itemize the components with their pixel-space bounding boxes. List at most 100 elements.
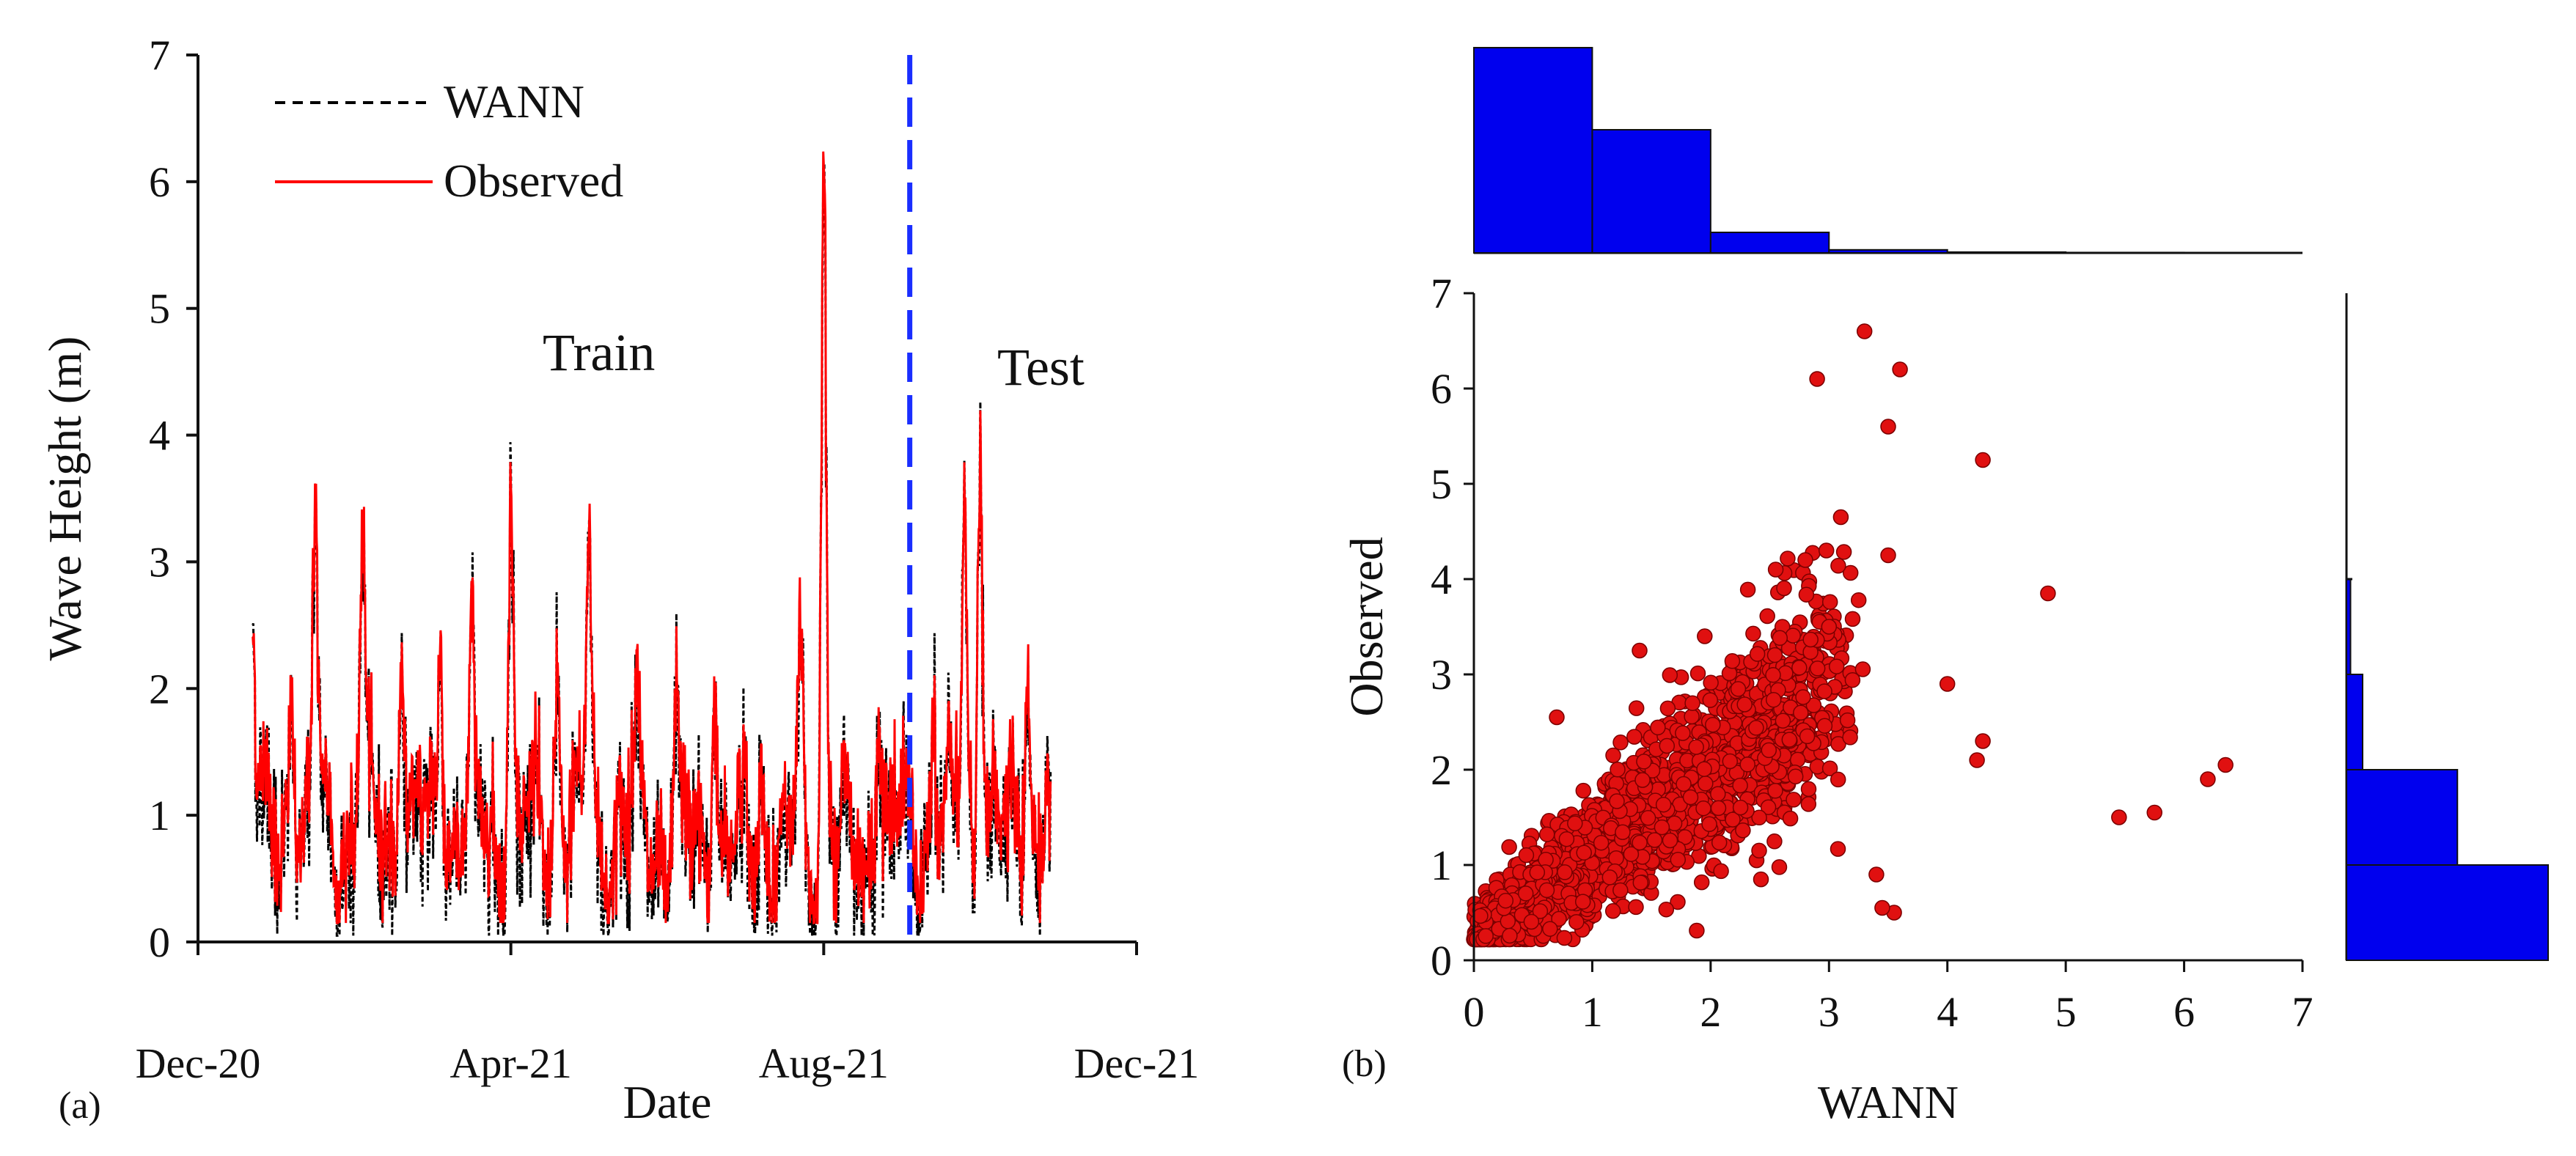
- scatter-point: [1809, 371, 1825, 387]
- scatter-point: [1500, 913, 1516, 929]
- scatter-point: [1765, 691, 1782, 708]
- scatter-point: [1623, 846, 1640, 862]
- scatter-point: [1628, 700, 1645, 716]
- legend-wann-label: WANN: [444, 76, 584, 128]
- scatter-point: [1780, 551, 1796, 567]
- scatter-point: [1593, 834, 1610, 851]
- x-tick-label: Dec-21: [1074, 1039, 1200, 1087]
- x-axis-ticks: Dec-20 Apr-21 Aug-21 Dec-21: [136, 942, 1200, 1087]
- scatter-point: [1839, 712, 1856, 729]
- scatter-x-tick-label: 3: [1819, 988, 1840, 1036]
- scatter-point: [1575, 782, 1592, 799]
- scatter-point: [1800, 796, 1817, 812]
- scatter-point: [1793, 704, 1809, 721]
- legend-observed-label: Observed: [444, 155, 623, 207]
- scatter-point: [1523, 913, 1540, 930]
- scatter-point: [1659, 737, 1676, 754]
- scatter-point: [1684, 708, 1700, 725]
- scatter-point: [1821, 619, 1838, 635]
- scatter-point: [1670, 852, 1687, 868]
- scatter-point: [1830, 736, 1846, 752]
- scatter-point: [1975, 452, 1991, 468]
- scatter-point: [1703, 674, 1719, 691]
- top-histogram-bar: [1946, 251, 2067, 254]
- scatter-point: [1472, 908, 1489, 924]
- scatter-point: [1702, 692, 1719, 708]
- scatter-point: [1892, 361, 1908, 378]
- scatter-y-tick-label: 1: [1431, 842, 1452, 889]
- scatter-point: [1732, 799, 1749, 816]
- scatter-point: [2200, 771, 2216, 787]
- scatter-point: [1517, 886, 1534, 902]
- top-histogram-bar: [2065, 251, 2185, 254]
- scatter-point: [1771, 859, 1788, 875]
- scatter-point: [1975, 733, 1991, 749]
- scatter-point: [1654, 819, 1670, 836]
- scatter-point: [1478, 928, 1494, 944]
- top-histogram-bar: [1591, 129, 1711, 254]
- scatter-point: [1766, 647, 1783, 663]
- scatter-point: [1761, 742, 1777, 759]
- scatter-point: [1693, 874, 1710, 891]
- scatter-point: [1745, 625, 1761, 642]
- scatter-points: [1466, 323, 2234, 948]
- scatter-point: [1497, 892, 1514, 909]
- y-tick-label: 3: [149, 538, 170, 586]
- scatter-point: [1751, 809, 1767, 826]
- scatter-point: [1576, 844, 1592, 861]
- scatter-point: [1816, 683, 1832, 699]
- panel-label-a: (a): [59, 1085, 101, 1127]
- scatter-point: [1787, 768, 1804, 785]
- scatter-y-tick-label: 3: [1431, 651, 1452, 699]
- scatter-point: [1549, 709, 1565, 726]
- x-axis-title: Date: [623, 1076, 712, 1128]
- scatter-point: [2146, 804, 2162, 821]
- scatter-point: [1676, 776, 1692, 792]
- train-region-label: Train: [543, 323, 655, 382]
- scatter-point: [1772, 630, 1788, 647]
- scatter-point: [1767, 562, 1784, 578]
- scatter-point: [1701, 816, 1717, 833]
- scatter-point: [1636, 754, 1652, 770]
- scatter-point: [1612, 735, 1629, 751]
- scatter-point: [1601, 869, 1618, 886]
- scatter-point: [1765, 667, 1781, 683]
- scatter-point: [2217, 756, 2234, 773]
- scatter-point: [1568, 913, 1585, 930]
- scatter-point: [1697, 628, 1713, 644]
- scatter-point: [1662, 667, 1678, 683]
- scatter-point: [1791, 660, 1808, 676]
- right-histogram-bar: [2346, 769, 2459, 866]
- scatter-point: [1689, 922, 1705, 939]
- scatter-panel: 0 1 2 3 4 5 6 7 0 1 2 3 4 5 6 7 Observed WANN (b): [1340, 47, 2549, 1128]
- scatter-point: [1567, 815, 1583, 832]
- scatter-x-axis-title: WANN: [1818, 1076, 1959, 1128]
- scatter-point: [1749, 646, 1766, 662]
- y-tick-label: 1: [149, 792, 170, 839]
- scatter-point: [1538, 882, 1555, 899]
- scatter-point: [1739, 581, 1756, 598]
- scatter-point: [1626, 729, 1643, 745]
- scatter-point: [1767, 783, 1783, 799]
- scatter-y-axis-ticks: 0 1 2 3 4 5 6 7: [1431, 270, 1474, 984]
- scatter-point: [1874, 899, 1890, 916]
- time-series-panel: 0 1 2 3 4 5 6 7 Dec-20 Apr-21 Aug-21 Dec-21 Wave H…: [39, 32, 1199, 1128]
- right-histogram-bar: [2346, 674, 2363, 770]
- scatter-point: [1868, 866, 1885, 883]
- scatter-x-tick-label: 6: [2173, 988, 2195, 1036]
- y-tick-label: 7: [149, 32, 170, 79]
- y-tick-label: 5: [149, 285, 170, 333]
- scatter-point: [1830, 841, 1846, 857]
- y-tick-label: 4: [149, 412, 170, 460]
- scatter-point: [1655, 796, 1672, 813]
- scatter-point: [1844, 671, 1861, 688]
- scatter-point: [1612, 882, 1629, 899]
- scatter-point: [1805, 697, 1822, 713]
- scatter-x-tick-label: 5: [2055, 988, 2077, 1036]
- scatter-x-tick-label: 4: [1937, 988, 1958, 1036]
- x-tick-label: Dec-20: [136, 1039, 261, 1087]
- scatter-point: [1695, 800, 1711, 817]
- scatter-y-axis-title: Observed: [1340, 537, 1392, 716]
- scatter-point: [1799, 728, 1816, 745]
- y-axis-title: Wave Height (m): [39, 336, 91, 661]
